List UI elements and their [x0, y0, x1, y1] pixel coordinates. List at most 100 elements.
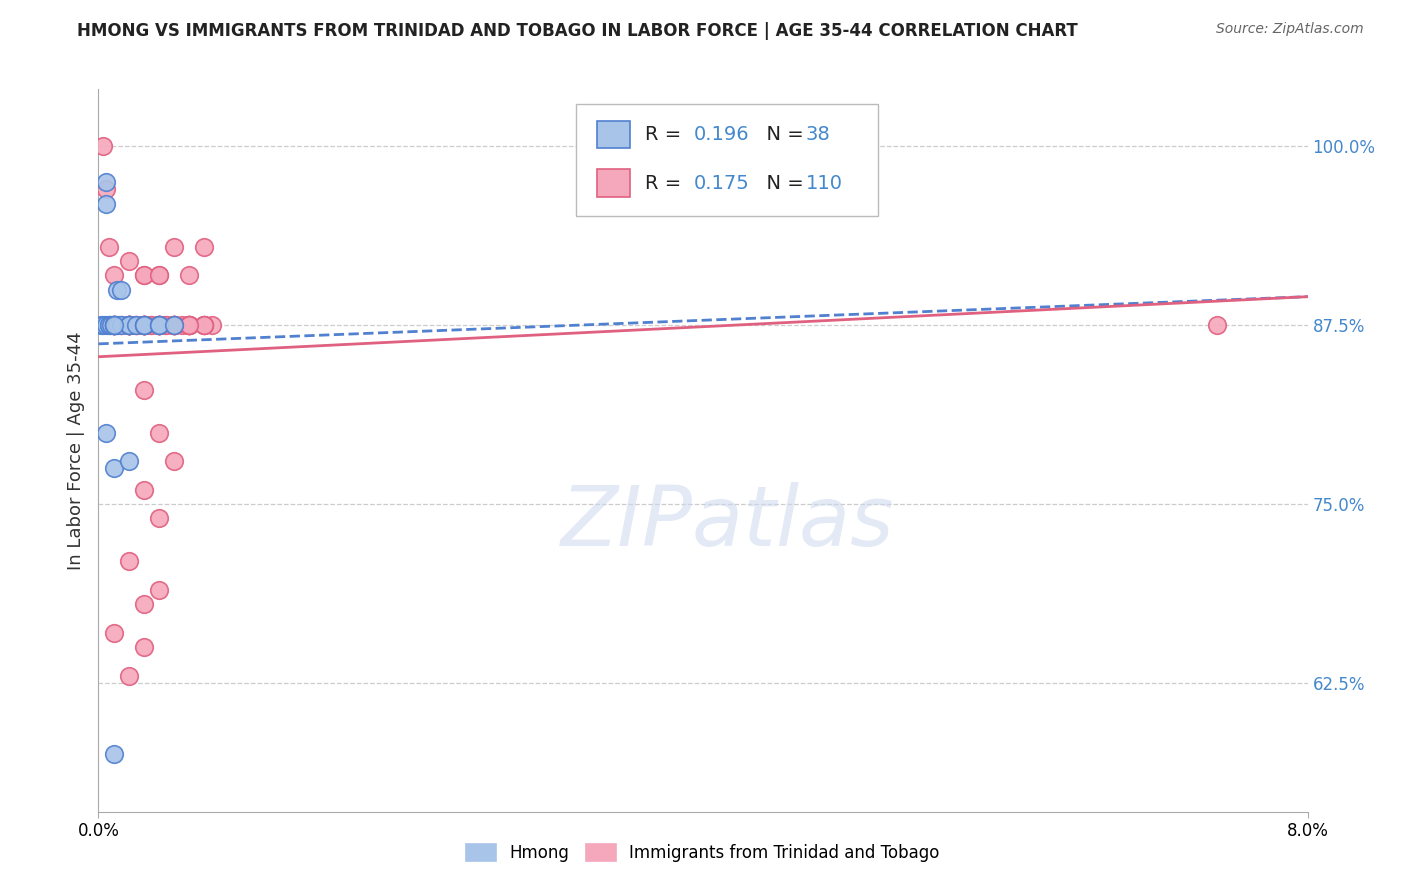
Point: [155, 318, 177, 333]
Text: ZIPatlas: ZIPatlas: [561, 483, 894, 563]
Point: [118, 253, 141, 268]
Point: [148, 318, 170, 333]
Point: [103, 461, 125, 475]
Point: [179, 268, 201, 283]
Point: [148, 425, 170, 440]
Point: [148, 318, 170, 333]
Point: [105, 318, 128, 333]
Point: [103, 318, 125, 333]
Point: [132, 268, 155, 283]
Point: [103, 318, 125, 333]
Point: [118, 318, 141, 333]
Point: [170, 318, 193, 333]
Point: [110, 318, 132, 333]
Point: [118, 318, 141, 333]
Point: [94, 425, 117, 440]
Point: [118, 318, 141, 333]
Point: [148, 318, 170, 333]
Point: [163, 318, 186, 333]
Point: [148, 318, 170, 333]
Point: [201, 318, 224, 333]
Point: [118, 318, 141, 333]
Point: [125, 318, 148, 333]
Text: 110: 110: [806, 174, 842, 193]
Point: [163, 318, 186, 333]
Point: [90, 318, 112, 333]
Point: [103, 318, 125, 333]
Point: [118, 669, 141, 683]
Point: [148, 318, 170, 333]
Point: [103, 318, 125, 333]
Point: [132, 318, 155, 333]
Point: [118, 318, 141, 333]
Point: [118, 318, 141, 333]
Point: [118, 318, 141, 333]
Point: [148, 318, 170, 333]
Point: [148, 318, 170, 333]
Point: [148, 318, 170, 333]
Point: [103, 318, 125, 333]
Point: [148, 511, 170, 525]
Point: [118, 318, 141, 333]
Point: [132, 318, 155, 333]
Point: [118, 318, 141, 333]
Point: [193, 318, 215, 333]
Point: [132, 318, 155, 333]
Point: [148, 318, 170, 333]
Point: [163, 239, 186, 253]
Point: [148, 318, 170, 333]
Point: [132, 318, 155, 333]
Point: [132, 318, 155, 333]
Y-axis label: In Labor Force | Age 35-44: In Labor Force | Age 35-44: [66, 331, 84, 570]
Point: [132, 318, 155, 333]
Point: [163, 318, 186, 333]
Point: [179, 318, 201, 333]
Point: [193, 318, 215, 333]
Point: [103, 268, 125, 283]
Point: [132, 318, 155, 333]
Point: [110, 318, 132, 333]
Point: [118, 318, 141, 333]
Point: [148, 268, 170, 283]
Text: R =: R =: [645, 174, 688, 193]
Point: [163, 318, 186, 333]
Point: [98, 318, 121, 333]
Point: [163, 318, 186, 333]
Point: [125, 318, 148, 333]
Point: [132, 597, 155, 611]
Point: [148, 318, 170, 333]
Text: N =: N =: [754, 174, 810, 193]
Point: [110, 283, 132, 297]
Point: [148, 582, 170, 597]
Point: [100, 318, 122, 333]
Text: 0.196: 0.196: [693, 125, 749, 145]
Point: [103, 318, 125, 333]
FancyBboxPatch shape: [596, 121, 630, 148]
Point: [103, 318, 125, 333]
Point: [179, 318, 201, 333]
Point: [193, 318, 215, 333]
Point: [155, 318, 177, 333]
Point: [118, 318, 141, 333]
Text: N =: N =: [754, 125, 810, 145]
Point: [103, 626, 125, 640]
Point: [179, 318, 201, 333]
Point: [148, 318, 170, 333]
Point: [132, 318, 155, 333]
Point: [148, 318, 170, 333]
FancyBboxPatch shape: [596, 169, 630, 197]
Point: [148, 268, 170, 283]
Point: [105, 283, 128, 297]
Point: [125, 318, 148, 333]
Point: [94, 318, 117, 333]
Point: [179, 318, 201, 333]
Point: [132, 318, 155, 333]
Text: 38: 38: [806, 125, 831, 145]
Point: [163, 318, 186, 333]
Point: [163, 318, 186, 333]
Point: [179, 318, 201, 333]
Point: [118, 318, 141, 333]
Point: [132, 318, 155, 333]
Point: [103, 318, 125, 333]
Point: [132, 483, 155, 497]
